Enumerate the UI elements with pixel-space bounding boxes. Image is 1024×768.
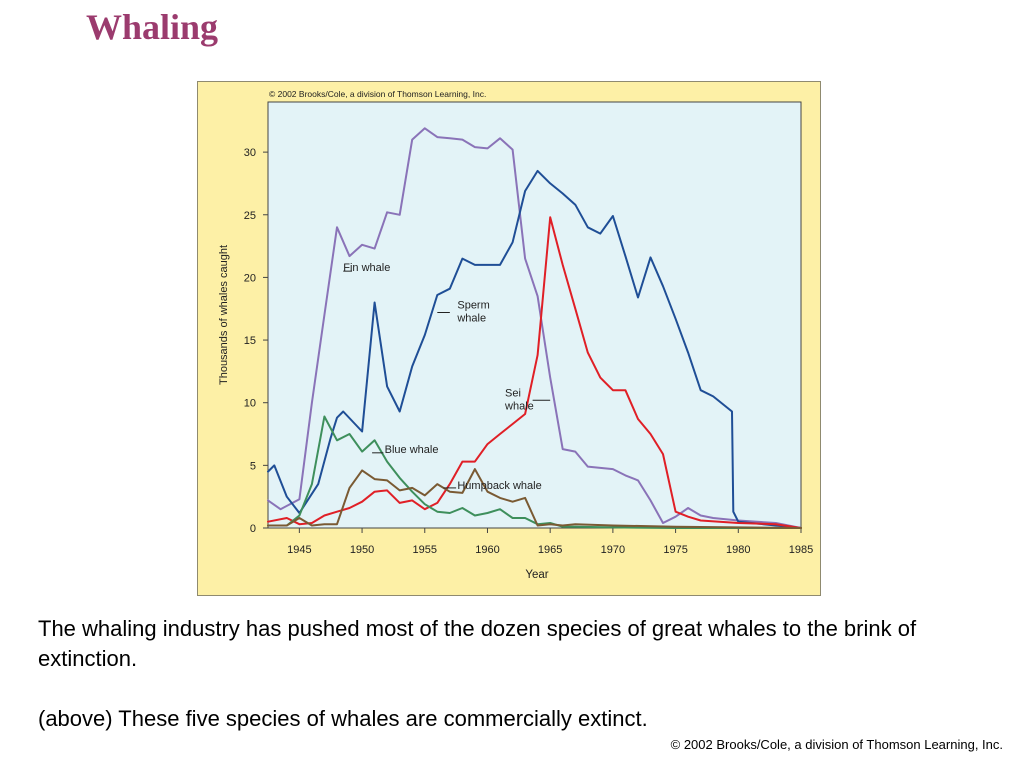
caption-main: The whaling industry has pushed most of … [38, 616, 917, 671]
x-tick-label: 1960 [475, 544, 499, 556]
x-tick-label: 1965 [538, 544, 562, 556]
x-tick-label: 1955 [413, 544, 437, 556]
humpback-whale-line [267, 468, 802, 529]
figure-panel: © 2002 Brooks/Cole, a division of Thomso… [197, 81, 821, 596]
footer-copyright: © 2002 Brooks/Cole, a division of Thomso… [670, 737, 1003, 752]
y-tick-label: 10 [244, 398, 256, 410]
x-tick-label: 1980 [726, 544, 750, 556]
sei-whale-label-line: Sei [505, 387, 521, 399]
x-axis-label: Year [525, 569, 548, 581]
plot-area [267, 101, 802, 529]
y-axis-label: Thousands of whales caught [218, 245, 230, 385]
x-tick-label: 1985 [789, 544, 813, 556]
slide-title: Whaling [86, 7, 219, 47]
y-tick-label: 25 [244, 210, 256, 222]
blue-whale-label: Blue whale [385, 444, 439, 456]
humpback-whale-label: Humpback whale [457, 480, 541, 492]
caption-note: (above) These five species of whales are… [38, 706, 648, 731]
y-tick-label: 0 [250, 523, 256, 535]
y-tick-label: 30 [244, 147, 256, 159]
sperm-whale-label-line: Sperm [457, 300, 489, 312]
y-tick-label: 15 [244, 335, 256, 347]
x-tick-label: 1970 [601, 544, 625, 556]
sei-whale-label: Sei whale [504, 387, 534, 412]
sei-whale-label-line: whale [504, 400, 534, 412]
fin-whale-line [267, 127, 802, 529]
sei-whale-line [267, 216, 802, 529]
x-tick-label: 1950 [350, 544, 374, 556]
fin-whale-label: Fin whale [343, 262, 390, 274]
whaling-chart: © 2002 Brooks/Cole, a division of Thomso… [218, 89, 813, 581]
sperm-whale-line [267, 169, 802, 529]
y-tick-label: 5 [250, 460, 256, 472]
x-tick-label: 1945 [287, 544, 311, 556]
figure-copyright: © 2002 Brooks/Cole, a division of Thomso… [269, 89, 486, 99]
sperm-whale-label-line: whale [456, 313, 486, 325]
sperm-whale-label: Sperm whale [456, 300, 489, 325]
y-tick-label: 20 [244, 272, 256, 284]
x-tick-label: 1975 [663, 544, 687, 556]
